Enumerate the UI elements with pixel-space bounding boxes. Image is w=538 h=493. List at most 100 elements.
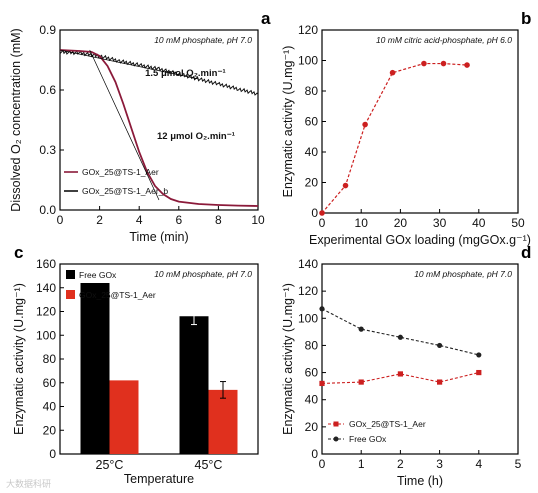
y-tick-label: 0.6 (39, 83, 56, 97)
y-tick-label: 60 (305, 366, 319, 380)
y-tick-label: 80 (43, 352, 57, 366)
fit-line-fast (89, 49, 160, 201)
x-tick-label: 8 (215, 213, 222, 227)
x-tick-label: 50 (511, 216, 525, 230)
condition-note: 10 mM phosphate, pH 7.0 (414, 269, 512, 279)
condition-note: 10 mM phosphate, pH 7.0 (154, 269, 252, 279)
data-point (319, 380, 325, 387)
data-point (464, 62, 470, 68)
legend-swatch (66, 290, 75, 299)
legend-marker (333, 436, 339, 442)
series-line (321, 372, 479, 384)
rate-annotation-fast: 12 μmol O₂.min⁻¹ (157, 131, 235, 142)
x-tick-label: 3 (436, 457, 443, 471)
watermark: 大数据科研 (6, 478, 51, 489)
y-tick-label: 140 (36, 281, 56, 295)
y-tick-label: 0 (49, 447, 56, 461)
legend-marker (333, 421, 339, 427)
x-tick-label: 10 (251, 213, 265, 227)
series-line-fast (59, 49, 259, 207)
plot-frame (59, 29, 259, 211)
x-tick-label: 6 (175, 213, 182, 227)
y-tick-label: 100 (298, 54, 318, 68)
x-tick-label: 4 (136, 213, 143, 227)
x-axis-label: Time (min) (129, 230, 188, 244)
data-point (319, 306, 325, 312)
panel-letter: d (521, 243, 531, 262)
panel-letter: c (14, 243, 23, 262)
panel-c: 0 20 40 60 80 100 120 140 160 25°C 45°CTemperature… (12, 243, 259, 486)
data-point (421, 60, 427, 67)
bar (208, 389, 238, 454)
x-tick-label: 20 (394, 216, 408, 230)
y-tick-label: 80 (305, 338, 319, 352)
y-tick-label: 80 (305, 84, 319, 98)
y-tick-label: 60 (305, 115, 319, 129)
y-tick-label: 40 (305, 145, 319, 159)
y-tick-label: 120 (36, 305, 56, 319)
legend-label: GOx_25@TS-1_Aer_b (82, 186, 168, 196)
series-line (321, 308, 479, 356)
data-point (362, 121, 368, 128)
data-point (389, 69, 396, 76)
data-point (476, 369, 482, 376)
data-point (440, 60, 447, 67)
panel-letter: a (261, 9, 271, 28)
bar (179, 316, 209, 454)
y-tick-label: 0.9 (39, 23, 56, 37)
y-tick-label: 0.0 (39, 203, 56, 217)
x-tick-label: 40 (472, 216, 486, 230)
y-tick-label: 0 (311, 447, 318, 461)
panel-a: 0 2 4 6 8 10 0.0 0.3 0.6 0.9 Time (min) Dissolved O… (9, 9, 271, 244)
legend-label: Free GOx (349, 434, 387, 444)
y-tick-label: 20 (43, 423, 57, 437)
series-line-slow (59, 49, 259, 96)
category-label: 25°C (96, 458, 124, 472)
y-tick-label: 0 (311, 206, 318, 220)
data-point (342, 182, 349, 189)
data-point (358, 379, 364, 385)
y-tick-label: 100 (298, 311, 318, 325)
x-tick-label: 2 (397, 457, 404, 471)
bar (109, 380, 139, 454)
x-tick-label: 0 (57, 213, 64, 227)
y-tick-label: 140 (298, 257, 318, 271)
y-tick-label: 40 (43, 400, 57, 414)
rate-annotation-slow: 1.5 μmol O₂.min⁻¹ (145, 68, 226, 79)
data-point (437, 379, 443, 385)
panel-b: 0 10 20 30 40 50 0 20 40 60 80 100 120 Experimental G… (281, 9, 531, 247)
x-axis-label: Time (h) (397, 474, 443, 488)
x-axis-label: Temperature (124, 472, 194, 486)
y-tick-label: 120 (298, 284, 318, 298)
x-tick-label: 4 (475, 457, 482, 471)
y-axis-label: Enzymatic activity (U.mg⁻¹) (281, 283, 295, 435)
x-tick-label: 10 (355, 216, 369, 230)
fit-line-slow (59, 49, 199, 80)
bar (80, 283, 110, 454)
x-tick-label: 30 (433, 216, 447, 230)
data-point (358, 326, 364, 332)
y-tick-label: 60 (43, 376, 57, 390)
panel-letter: b (521, 9, 531, 28)
legend-label: GOx_25@TS-1_Aer (349, 419, 426, 429)
y-tick-label: 40 (305, 393, 319, 407)
data-point (476, 352, 482, 358)
condition-note: 10 mM phosphate, pH 7.0 (154, 35, 252, 45)
legend-label: GOx_25@TS-1_Aer (79, 290, 156, 300)
y-tick-label: 20 (305, 176, 319, 190)
y-tick-label: 20 (305, 420, 319, 434)
data-point (319, 210, 325, 216)
y-axis-label: Enzymatic activity (U.mg⁻¹) (12, 283, 26, 435)
x-tick-label: 5 (515, 457, 522, 471)
y-axis-label: Enzymatic activity (U.mg⁻¹) (281, 46, 295, 198)
data-point (397, 371, 403, 377)
legend-label: Free GOx (79, 270, 117, 280)
plot-frame (321, 29, 519, 214)
y-tick-label: 160 (36, 257, 56, 271)
x-tick-label: 2 (96, 213, 103, 227)
y-axis-label: Dissolved O₂ concentration (mM) (9, 28, 23, 211)
y-tick-label: 0.3 (39, 143, 56, 157)
x-tick-label: 0 (319, 457, 326, 471)
x-axis-label: Experimental GOx loading (mgGOx.g⁻¹) (309, 233, 531, 247)
